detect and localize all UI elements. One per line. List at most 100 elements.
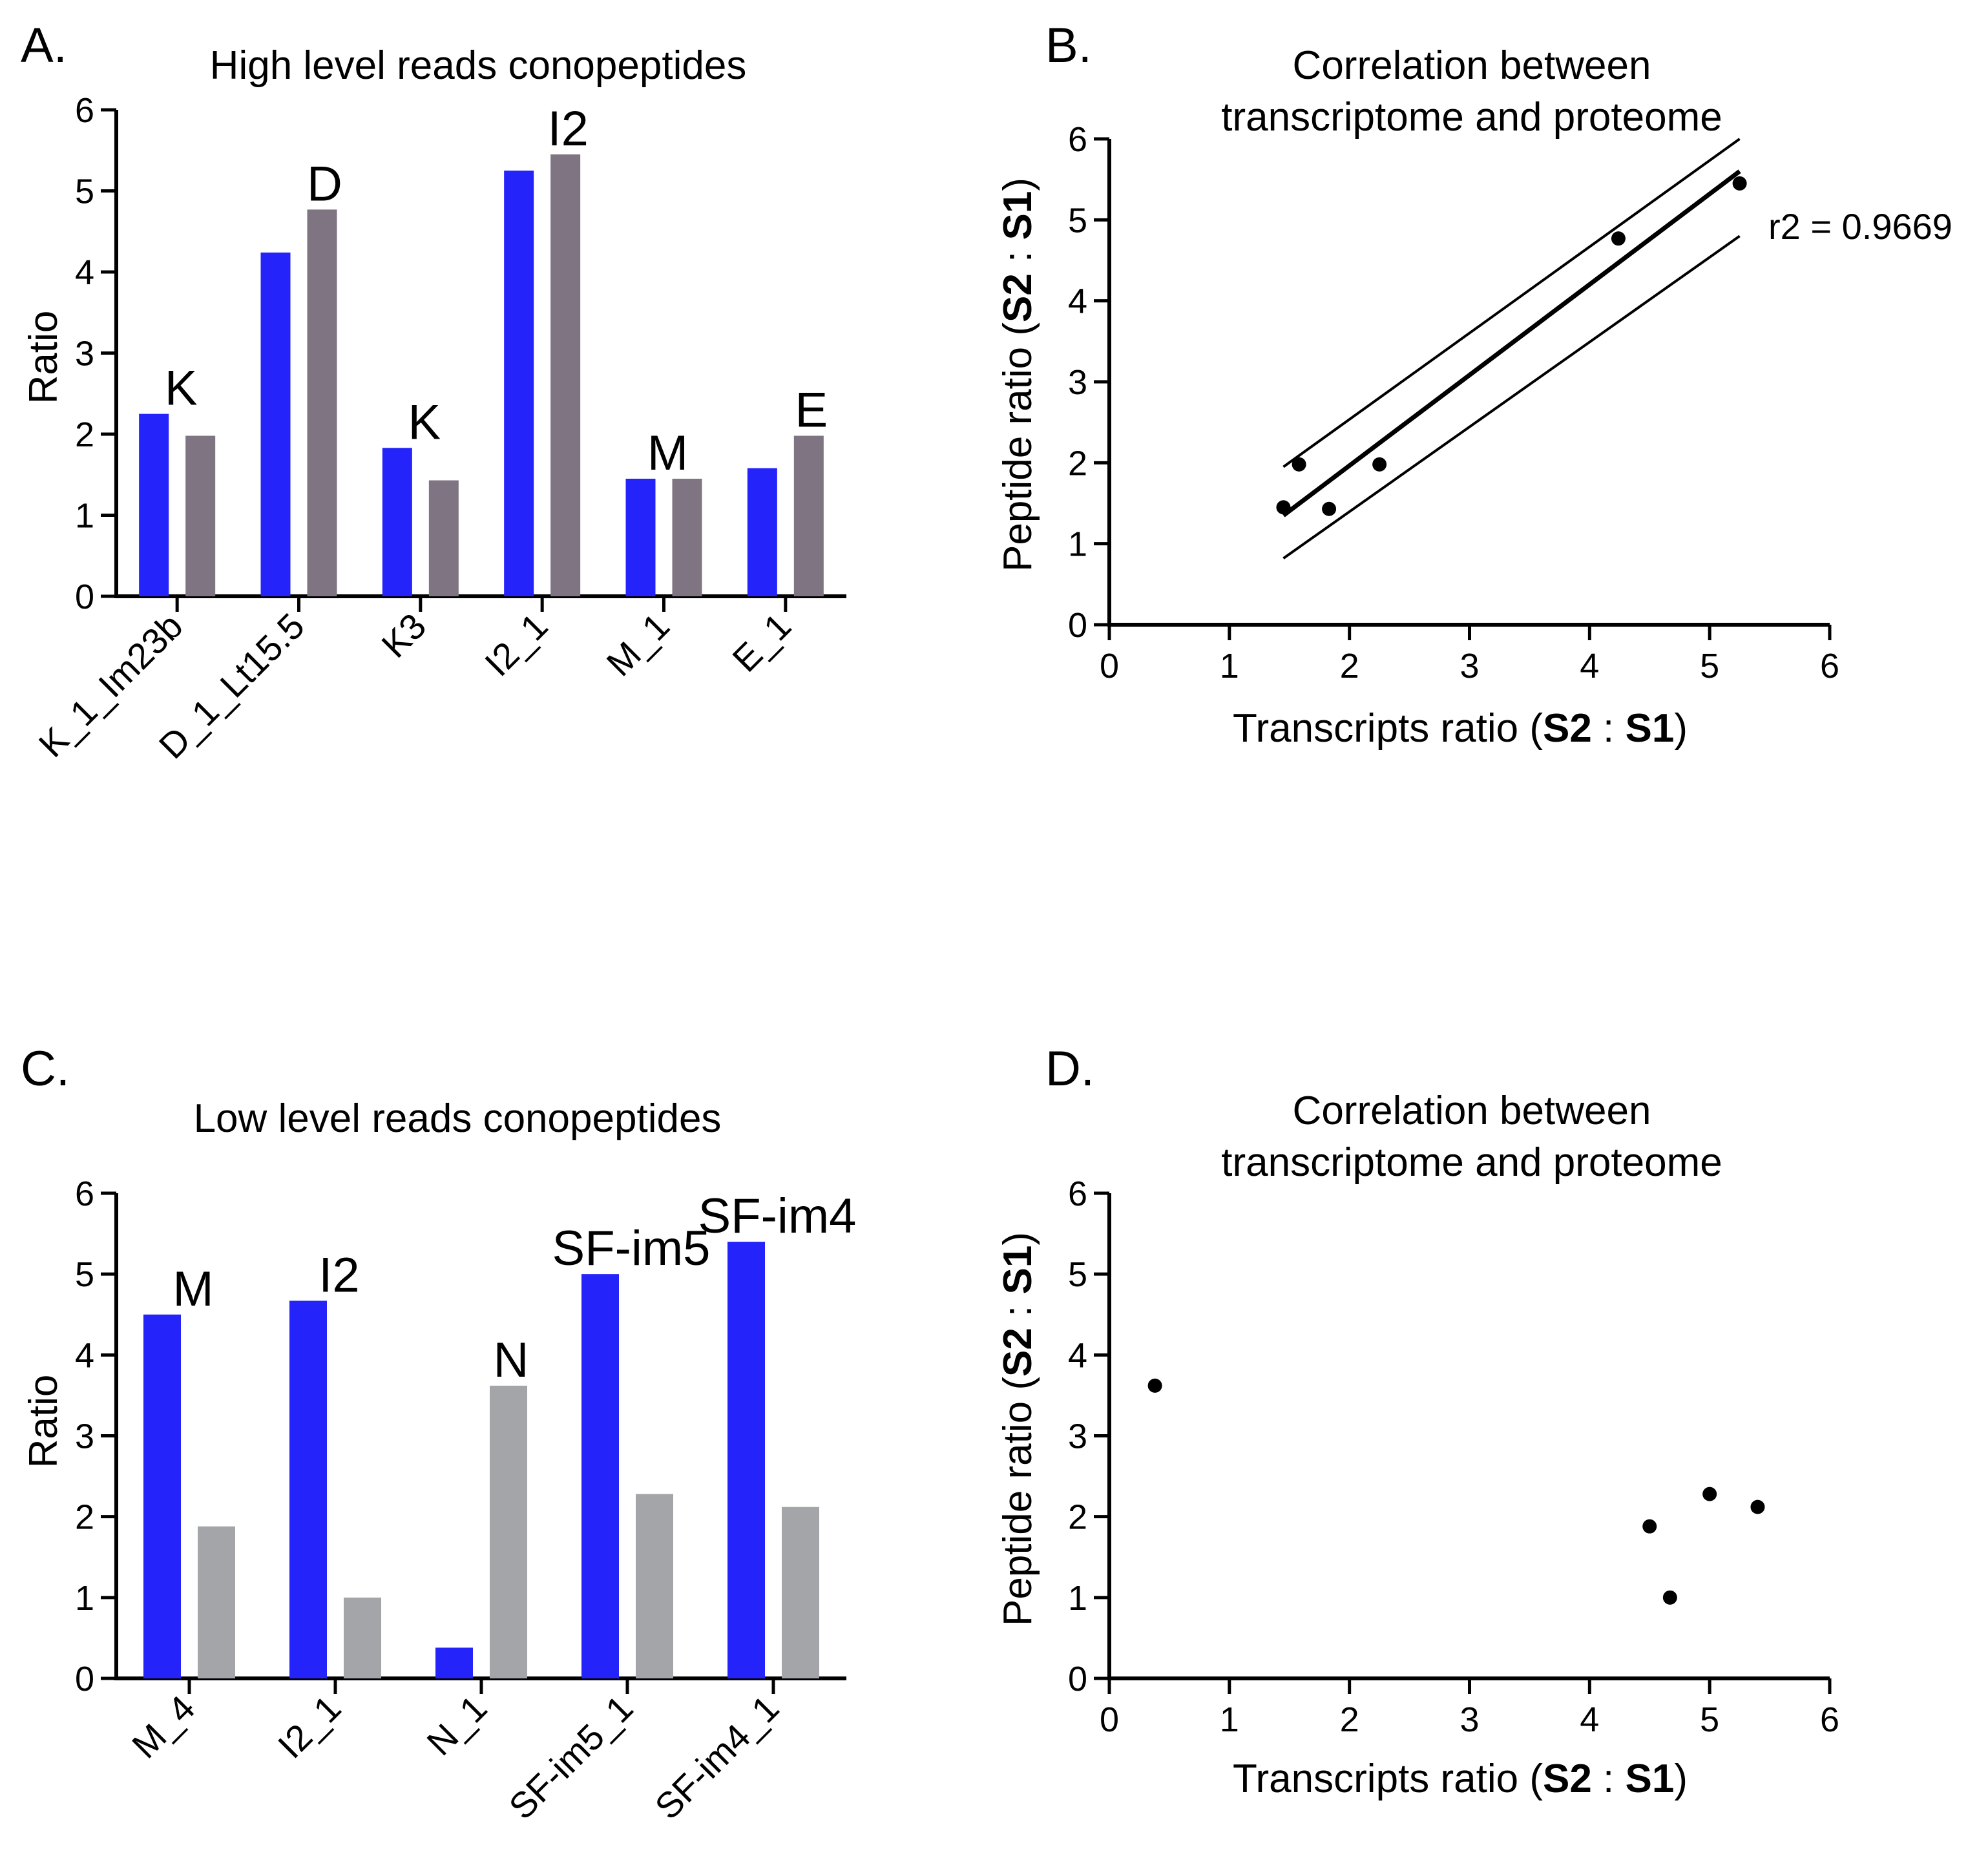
a-y-tick-label-1: 1 — [75, 497, 94, 536]
a-bar-transcript-4 — [625, 479, 656, 596]
a-y-tick-label-6: 6 — [75, 91, 94, 130]
d-y-tick-label-3: 3 — [1068, 1417, 1087, 1456]
panel-b-x-axis-label: Transcripts ratio (S2 : S1) — [1233, 706, 1688, 751]
b-y-tick-label-6: 6 — [1068, 120, 1087, 159]
d-point-0 — [1147, 1378, 1162, 1393]
panel-a-letter: A. — [21, 18, 67, 73]
d-y-tick-label-4: 4 — [1068, 1336, 1087, 1375]
b-y-tick-label-2: 2 — [1068, 444, 1087, 483]
panel-b-title-line1: Correlation between — [1293, 43, 1651, 88]
panel-c-bars — [143, 1242, 819, 1678]
a-group-label-0: K — [165, 361, 198, 416]
panel-a-title: High level reads conopeptides — [210, 43, 747, 88]
c-bar-transcript-3 — [581, 1274, 619, 1678]
panel-c-category-labels: M_4 I2_1 N_1 SF-im5_1 SF-im4_1 — [124, 1687, 787, 1827]
panel-d-y-axis: 0 1 2 3 4 5 6 — [1068, 1174, 1111, 1698]
d-x-tick-label-5: 5 — [1700, 1700, 1719, 1739]
d-y-tick-label-2: 2 — [1068, 1498, 1087, 1537]
a-bar-peptide-5 — [793, 435, 824, 596]
a-group-label-3: I2 — [547, 101, 588, 156]
b-x-tick-label-0: 0 — [1100, 647, 1119, 685]
b-y-tick-label-3: 3 — [1068, 363, 1087, 402]
c-y-tick-label-0: 0 — [75, 1660, 94, 1698]
c-group-label-1: I2 — [319, 1247, 359, 1302]
panel-b-points — [1276, 176, 1747, 516]
a-group-label-5: E — [795, 383, 828, 438]
c-y-tick-label-5: 5 — [75, 1255, 94, 1294]
panel-a-y-axis-label: Ratio — [21, 311, 66, 404]
a-y-tick-label-5: 5 — [75, 172, 94, 211]
b-point-5 — [1732, 176, 1747, 191]
panel-d-x-axis: 0 1 2 3 4 5 6 — [1100, 1676, 1839, 1739]
a-y-tick-label-3: 3 — [75, 335, 94, 373]
panel-c-y-axis-label: Ratio — [21, 1375, 66, 1468]
panel-b-title-line2: transcriptome and proteome — [1221, 95, 1722, 140]
c-group-label-4: SF-im4 — [698, 1189, 857, 1244]
c-y-tick-label-2: 2 — [75, 1498, 94, 1537]
c-category-label-3: SF-im5_1 — [501, 1687, 640, 1827]
a-bar-transcript-0 — [139, 413, 169, 596]
d-x-tick-label-2: 2 — [1340, 1700, 1359, 1739]
panel-d-letter: D. — [1045, 1041, 1094, 1096]
panel-b-y-axis-label: Peptide ratio (S2 : S1) — [996, 178, 1040, 572]
b-y-tick-label-5: 5 — [1068, 201, 1087, 240]
panel-b-letter: B. — [1045, 18, 1092, 73]
d-x-tick-label-0: 0 — [1100, 1700, 1119, 1739]
c-group-label-3: SF-im5 — [552, 1221, 711, 1276]
panel-b-r2-annotation: r2 = 0.9669 — [1768, 206, 1952, 247]
panel-b-y-axis: 0 1 2 3 4 5 6 — [1068, 120, 1111, 645]
c-y-tick-label-4: 4 — [75, 1336, 94, 1375]
c-group-label-0: M — [173, 1262, 213, 1317]
d-x-tick-label-3: 3 — [1460, 1700, 1479, 1739]
a-category-label-3: I2_1 — [477, 605, 556, 684]
b-x-tick-label-5: 5 — [1700, 647, 1719, 685]
c-y-tick-label-6: 6 — [75, 1174, 94, 1213]
panel-c-x-axis — [114, 1676, 846, 1694]
a-bar-peptide-0 — [185, 435, 216, 596]
a-category-label-5: E_1 — [724, 605, 799, 680]
b-x-tick-label-3: 3 — [1460, 647, 1479, 685]
panel-a-bars — [139, 154, 824, 596]
a-category-label-4: M_1 — [598, 605, 677, 684]
c-bar-peptide-3 — [636, 1494, 673, 1678]
panel-d-title-line1: Correlation between — [1293, 1089, 1651, 1133]
a-y-tick-label-4: 4 — [75, 253, 94, 292]
c-bar-transcript-4 — [727, 1242, 765, 1678]
panel-b-scatter-chart: B. Correlation between transcriptome and… — [996, 18, 1952, 751]
c-bar-peptide-0 — [198, 1526, 235, 1678]
panel-b-regression-lines — [1282, 138, 1741, 559]
d-x-tick-label-4: 4 — [1580, 1700, 1599, 1739]
panel-b-x-axis: 0 1 2 3 4 5 6 — [1100, 623, 1839, 685]
c-y-tick-label-3: 3 — [75, 1417, 94, 1456]
panel-a-x-axis — [114, 594, 846, 612]
panel-a-bar-chart: A. High level reads conopeptides Ratio 0… — [21, 18, 846, 766]
b-x-tick-label-6: 6 — [1820, 647, 1839, 685]
d-point-1 — [1642, 1519, 1657, 1534]
b-y-tick-label-0: 0 — [1068, 606, 1087, 645]
a-category-label-2: K3 — [373, 605, 434, 665]
d-x-tick-label-6: 6 — [1820, 1700, 1839, 1739]
c-bar-transcript-0 — [143, 1314, 181, 1678]
d-point-3 — [1702, 1487, 1717, 1501]
c-bar-peptide-1 — [344, 1597, 381, 1678]
a-bar-peptide-1 — [307, 209, 337, 596]
a-y-tick-label-2: 2 — [75, 415, 94, 454]
d-point-2 — [1662, 1590, 1677, 1605]
a-bar-transcript-2 — [382, 448, 412, 596]
a-bar-peptide-4 — [672, 479, 702, 596]
d-x-tick-label-1: 1 — [1220, 1700, 1239, 1739]
panel-c-letter: C. — [21, 1041, 70, 1096]
c-category-label-4: SF-im4_1 — [647, 1687, 786, 1827]
b-point-3 — [1372, 457, 1387, 472]
c-category-label-0: M_4 — [124, 1687, 203, 1766]
b-point-1 — [1292, 457, 1306, 472]
panel-d-x-axis-label: Transcripts ratio (S2 : S1) — [1233, 1757, 1688, 1801]
c-category-label-2: N_1 — [419, 1687, 494, 1763]
b-x-tick-label-2: 2 — [1340, 647, 1359, 685]
c-group-label-2: N — [494, 1333, 529, 1388]
b-point-4 — [1611, 231, 1626, 246]
d-y-tick-label-0: 0 — [1068, 1660, 1087, 1698]
